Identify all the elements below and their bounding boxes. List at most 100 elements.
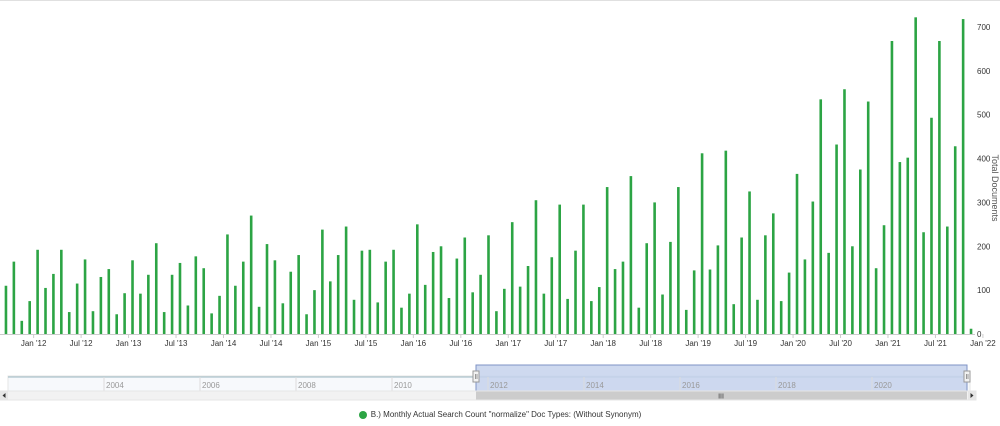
bar[interactable] [851,246,854,334]
bar[interactable] [566,298,569,334]
bar[interactable] [115,314,118,334]
bar[interactable] [321,229,324,334]
bar[interactable] [336,255,340,334]
bar[interactable] [91,311,95,334]
bar[interactable] [558,204,561,334]
bar[interactable] [534,200,538,334]
bar[interactable] [202,268,206,334]
navigator-scrollbar[interactable]: III [0,390,977,401]
bar[interactable] [756,299,759,334]
bar[interactable] [218,295,221,334]
bar[interactable] [352,299,356,334]
bar[interactable] [384,261,387,334]
bar[interactable] [661,294,664,334]
bar[interactable] [28,301,31,334]
bar[interactable] [123,293,126,334]
bar[interactable] [811,201,815,334]
bar[interactable] [447,298,451,334]
bar[interactable] [67,312,71,334]
bar[interactable] [503,288,506,334]
bar[interactable] [677,187,680,334]
bar[interactable] [313,290,316,334]
bar[interactable] [732,304,736,334]
bar[interactable] [344,226,348,334]
bar[interactable] [305,314,308,334]
bar[interactable] [273,260,277,334]
bar[interactable] [471,292,474,334]
bar[interactable] [914,17,917,334]
bar[interactable] [60,249,63,334]
scroll-right-button[interactable] [968,391,976,400]
bar[interactable] [669,241,672,334]
bar[interactable] [281,303,285,334]
bar[interactable] [969,328,973,334]
bar[interactable] [653,202,656,334]
bar[interactable] [961,19,965,334]
bar[interactable] [518,286,522,334]
bar[interactable] [289,271,293,334]
bar[interactable] [147,274,150,334]
bar[interactable] [613,269,617,334]
bar[interactable] [843,89,846,334]
bar[interactable] [265,244,269,334]
bar[interactable] [574,250,577,334]
bar[interactable] [859,169,862,334]
bar[interactable] [249,215,253,334]
bar[interactable] [439,246,443,334]
bar[interactable] [827,252,830,334]
bar[interactable] [590,301,593,334]
bar[interactable] [431,251,435,334]
bar[interactable] [748,191,751,334]
bar[interactable] [107,269,111,334]
scrollbar-thumb[interactable] [476,391,967,400]
bar[interactable] [597,287,601,334]
bar[interactable] [487,235,490,334]
bar[interactable] [36,249,39,334]
bar[interactable] [226,234,229,334]
bar[interactable] [186,305,190,334]
navigator-left-handle[interactable] [472,370,480,383]
bar[interactable] [645,243,649,334]
bar[interactable] [241,261,245,334]
bar[interactable] [700,153,704,334]
bar[interactable] [922,232,925,334]
bar[interactable] [866,101,870,334]
navigator[interactable]: 2004 2006 2008 2010 2012 2014 2016 2018 2020 [7,364,971,392]
bar[interactable] [83,259,87,334]
bar[interactable] [400,307,403,334]
bar[interactable] [20,320,24,334]
bar[interactable] [621,261,625,334]
bar[interactable] [479,274,482,334]
bar[interactable] [139,293,142,334]
bar[interactable] [257,306,261,334]
bar[interactable] [463,237,467,335]
bar[interactable] [930,117,933,334]
bar[interactable] [131,260,134,334]
bar[interactable] [629,176,633,334]
bar[interactable] [12,261,16,334]
bar[interactable] [684,309,688,334]
bar[interactable] [99,276,103,334]
bar[interactable] [953,146,957,334]
bar[interactable] [779,301,783,334]
bar[interactable] [52,273,55,334]
bar[interactable] [795,173,799,334]
bar[interactable] [542,293,546,334]
bar[interactable] [368,249,372,334]
bar[interactable] [154,243,158,334]
bar[interactable] [605,187,609,334]
scroll-left-button[interactable] [0,391,8,400]
bar[interactable] [423,284,427,334]
bar[interactable] [526,266,530,334]
bar[interactable] [946,226,949,334]
legend-item[interactable]: B.) Monthly Actual Search Count "normali… [358,410,641,419]
bar[interactable] [898,162,902,334]
bar[interactable] [582,204,585,334]
bar[interactable] [708,269,712,334]
bar[interactable] [890,41,894,334]
bar[interactable] [376,302,380,334]
bar[interactable] [234,285,237,334]
bar[interactable] [416,224,419,334]
bar[interactable] [510,222,514,334]
bar[interactable] [803,259,807,334]
